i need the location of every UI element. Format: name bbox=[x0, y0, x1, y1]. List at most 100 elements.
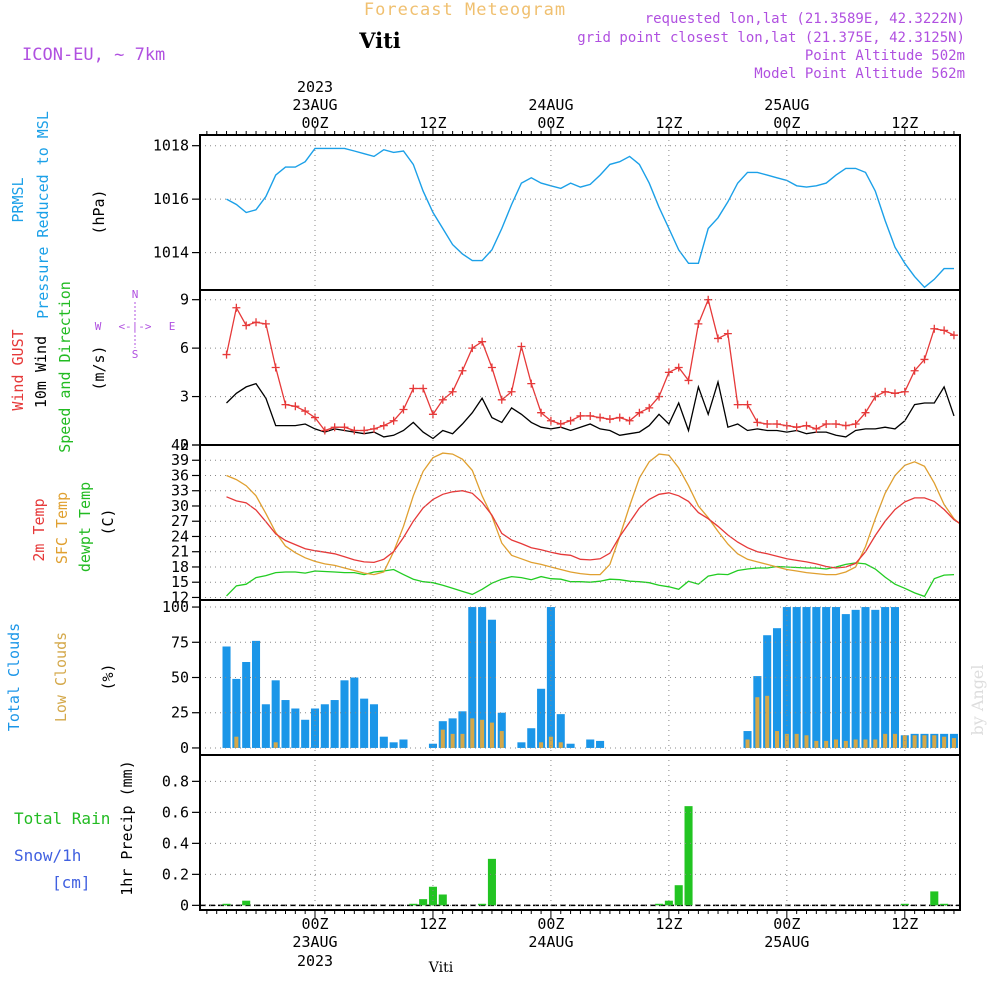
bottom-date-label: 23AUG bbox=[292, 933, 337, 951]
low-clouds-bar bbox=[234, 736, 239, 748]
total-clouds-bar bbox=[360, 698, 369, 748]
low-clouds-bar bbox=[460, 733, 465, 748]
model-label: ICON-EU, ~ 7km bbox=[22, 45, 165, 65]
gust-marker bbox=[566, 416, 575, 425]
top-date-label: 24AUG bbox=[528, 96, 573, 114]
gust-marker bbox=[556, 420, 565, 429]
precip-ytick-label: 0.8 bbox=[162, 772, 189, 790]
precip-ytick-label: 0 bbox=[180, 896, 189, 914]
bottom-year-label: 2023 bbox=[297, 952, 333, 970]
rain-bar bbox=[674, 885, 683, 906]
gust-marker bbox=[232, 303, 241, 312]
wind-ytick-label: 9 bbox=[180, 291, 189, 309]
clouds-panel: 0 25 50 75 100 bbox=[162, 598, 961, 757]
point-altitude: Point Altitude 502m bbox=[805, 48, 965, 64]
gust-marker bbox=[340, 423, 349, 432]
clouds-ytick-label: 75 bbox=[171, 633, 189, 651]
low-clouds-bar bbox=[470, 718, 475, 748]
low-clouds-bar bbox=[922, 735, 927, 748]
total-clouds-bar bbox=[812, 607, 821, 748]
bottom-date-label: 24AUG bbox=[528, 933, 573, 951]
model-altitude: Model Point Altitude 562m bbox=[754, 66, 965, 82]
gust-marker bbox=[448, 387, 457, 396]
low-clouds-bar bbox=[558, 742, 563, 748]
pressure-unit: (hPa) bbox=[90, 189, 108, 234]
temp-ytick-label: 18 bbox=[171, 558, 189, 576]
low-clouds-label: Low Clouds bbox=[52, 632, 70, 722]
gust-marker bbox=[576, 411, 585, 420]
clouds-ytick-label: 0 bbox=[180, 739, 189, 757]
total-clouds-bar bbox=[281, 700, 290, 748]
gust-marker bbox=[487, 363, 496, 372]
gust-marker bbox=[320, 426, 329, 435]
gust-marker bbox=[428, 410, 437, 419]
low-clouds-bar bbox=[853, 739, 858, 748]
dewpt-label: dewpt Temp bbox=[76, 482, 94, 572]
gust-marker bbox=[222, 350, 231, 359]
clouds-ytick-label: 25 bbox=[171, 704, 189, 722]
pressure-label: Pressure Reduced to MSL bbox=[34, 111, 52, 319]
total-clouds-bar bbox=[389, 742, 398, 748]
total-clouds-bar bbox=[782, 607, 791, 748]
gust-marker bbox=[802, 421, 811, 430]
prmsl-label: PRMSL bbox=[9, 177, 27, 222]
total-clouds-bar bbox=[369, 704, 379, 748]
gust-marker bbox=[458, 366, 467, 375]
gust-marker bbox=[497, 395, 506, 404]
chart-title: Forecast Meteogram bbox=[364, 0, 566, 20]
gust-marker bbox=[419, 384, 428, 393]
bottom-hour-label: 12Z bbox=[655, 915, 682, 933]
low-clouds-bar bbox=[942, 736, 947, 748]
gust-marker bbox=[596, 413, 605, 422]
low-clouds-bar bbox=[962, 740, 966, 748]
gust-marker bbox=[822, 420, 831, 429]
rain-bar bbox=[655, 903, 664, 906]
gust-marker bbox=[949, 331, 958, 340]
temp-ytick-label: 15 bbox=[171, 573, 189, 591]
total-clouds-bar bbox=[242, 662, 251, 748]
rain-bar bbox=[930, 891, 939, 906]
total-clouds-bar bbox=[301, 719, 310, 748]
rain-bar bbox=[242, 900, 251, 906]
total-clouds-bar bbox=[232, 678, 241, 748]
low-clouds-bar bbox=[489, 722, 494, 748]
low-clouds-bar bbox=[951, 738, 956, 748]
gust-marker bbox=[252, 318, 261, 327]
temp-ytick-label: 24 bbox=[171, 527, 189, 545]
low-clouds-bar bbox=[794, 733, 799, 748]
gust-marker bbox=[301, 407, 310, 416]
low-clouds-bar bbox=[824, 740, 829, 748]
bottom-hour-label: 12Z bbox=[891, 915, 918, 933]
total-clouds-bar bbox=[399, 739, 408, 748]
temp-ytick-label: 12 bbox=[171, 588, 189, 606]
total-clouds-bar bbox=[772, 628, 782, 748]
gust-marker bbox=[537, 408, 546, 417]
temp-ytick-label: 42 bbox=[171, 436, 189, 454]
t2m-label: 2m Temp bbox=[30, 498, 48, 561]
wind-10m-label: 10m Wind bbox=[32, 336, 50, 408]
gust-marker bbox=[831, 420, 840, 429]
gust-marker bbox=[773, 420, 782, 429]
gust-marker bbox=[723, 329, 732, 338]
total-clouds-bar bbox=[468, 607, 477, 748]
gust-marker bbox=[674, 363, 683, 372]
dewpt-temp-line bbox=[226, 562, 955, 598]
temp-ytick-label: 33 bbox=[171, 482, 189, 500]
gust-marker bbox=[743, 400, 752, 409]
total-clouds-bar bbox=[822, 607, 831, 748]
wind-unit: (m/s) bbox=[90, 345, 108, 390]
low-clouds-bar bbox=[548, 736, 553, 748]
total-clouds-bar bbox=[478, 607, 487, 748]
snow-label: Snow/1h bbox=[14, 846, 81, 865]
total-clouds-bar bbox=[222, 646, 231, 748]
gust-marker bbox=[291, 402, 300, 411]
rain-bar bbox=[428, 886, 437, 906]
pressure-panel: 1014 1016 1018 bbox=[153, 134, 961, 291]
gust-marker bbox=[527, 379, 536, 388]
temp-ytick-label: 30 bbox=[171, 497, 189, 515]
watermark: by Angel bbox=[968, 664, 987, 735]
gust-marker bbox=[851, 420, 860, 429]
low-clouds-bar bbox=[774, 731, 780, 748]
gust-marker bbox=[861, 408, 870, 417]
low-clouds-bar bbox=[440, 729, 445, 748]
